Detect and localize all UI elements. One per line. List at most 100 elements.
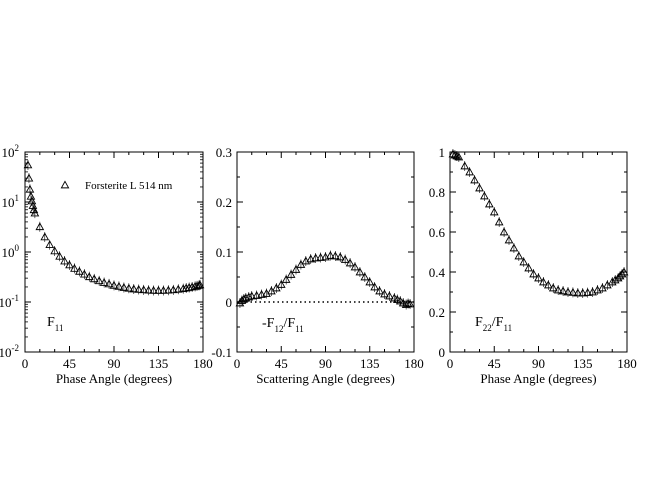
data-point [187,282,197,291]
data-point [144,285,153,294]
data-point [504,235,514,244]
x-tick-label: 180 [404,356,424,371]
data-point [184,282,194,291]
data-point [460,161,470,170]
data-point [276,279,286,288]
y-tick-label: 0.2 [216,195,232,210]
data-point [350,262,360,271]
data-point [89,274,99,283]
data-point [84,272,94,281]
panel-label-subscript-2: 11 [503,323,512,333]
data-point [173,284,183,293]
data-point [154,285,163,294]
data-point [340,254,350,263]
data-point [465,167,475,176]
data-point [70,263,79,272]
data-point [114,281,124,290]
x-tick-label: 90 [319,356,332,371]
data-point [247,291,257,300]
data-point [244,292,254,301]
panel-label-subscript-1: 12 [274,324,283,334]
y-tick-label: 10-2 [0,343,19,360]
panel-label: F22/F11 [475,315,512,333]
y-tick-label: 102 [2,143,20,160]
data-point [553,285,563,294]
y-tick-base: 10 [0,345,12,360]
data-point [524,263,534,272]
data-point [619,267,629,276]
data-point [252,290,262,299]
panel-label-subscript: 11 [55,323,64,333]
data-point [489,207,499,216]
panel-label: -F12/F11 [262,316,304,334]
data-point [568,287,578,296]
legend: Forsterite L 514 nm [60,180,173,192]
data-point [119,282,129,291]
data-point [519,257,529,266]
data-point [139,285,149,294]
y-tick-exponent: -2 [12,343,20,353]
data-point [45,240,55,249]
data-point [370,282,380,291]
data-point [30,208,40,217]
data-point [50,246,60,255]
data-point [306,254,316,263]
data-point [29,205,39,214]
data-point [241,293,251,302]
series-1 [23,159,205,296]
y-tick-label: 0 [226,295,233,310]
x-tick-label: 135 [360,356,380,371]
data-point [470,175,479,184]
data-point [168,285,178,294]
data-point [380,289,389,298]
legend-marker [60,180,70,189]
data-point [573,288,583,297]
data-point [40,232,50,241]
x-tick-label: 45 [63,356,76,371]
data-point [610,275,620,284]
y-tick-label: 0.8 [429,185,445,200]
x-tick-label: 90 [532,356,545,371]
data-point [149,285,158,294]
y-tick-exponent: 0 [15,243,20,253]
data-point [509,243,519,252]
data-point [484,199,494,208]
data-point [316,252,325,261]
data-point [514,251,524,260]
data-point [257,289,266,298]
panel-3: 0 45 90 135 180 0 0.2 0.4 0.6 0.8 1 Phase Angle (de… [429,145,637,386]
y-tick-label: 0.1 [216,245,232,260]
data-point [405,299,415,308]
data-point [578,288,588,297]
y-tick-label: 100 [2,243,20,260]
data-point [355,267,365,276]
data-point [181,283,191,292]
panel-label: F11 [47,315,63,333]
x-tick-label: 45 [488,356,501,371]
y-tick-base: 10 [2,195,15,210]
data-point [99,278,109,286]
y-tick-label: -0.1 [211,345,232,360]
data-point [60,256,69,265]
data-point [55,251,64,260]
series-1 [235,250,415,310]
x-tick-label: 135 [573,356,593,371]
panel-label-prefix: -F [262,316,275,331]
data-point [104,279,114,288]
data-point [281,274,291,283]
data-point [35,222,45,231]
y-tick-exponent: -1 [12,293,20,303]
x-tick-label: 180 [617,356,637,371]
panel-label-mid: /F [492,315,504,330]
data-point [326,250,335,259]
data-point [529,269,538,278]
data-point [385,291,394,300]
data-point [583,288,593,296]
x-axis-title: Phase Angle (degrees) [56,371,172,386]
data-point [360,272,370,281]
y-tick-label: 0.3 [216,145,232,160]
panel-label-mid: /F [283,316,295,331]
y-tick-label: 10-1 [0,293,19,310]
